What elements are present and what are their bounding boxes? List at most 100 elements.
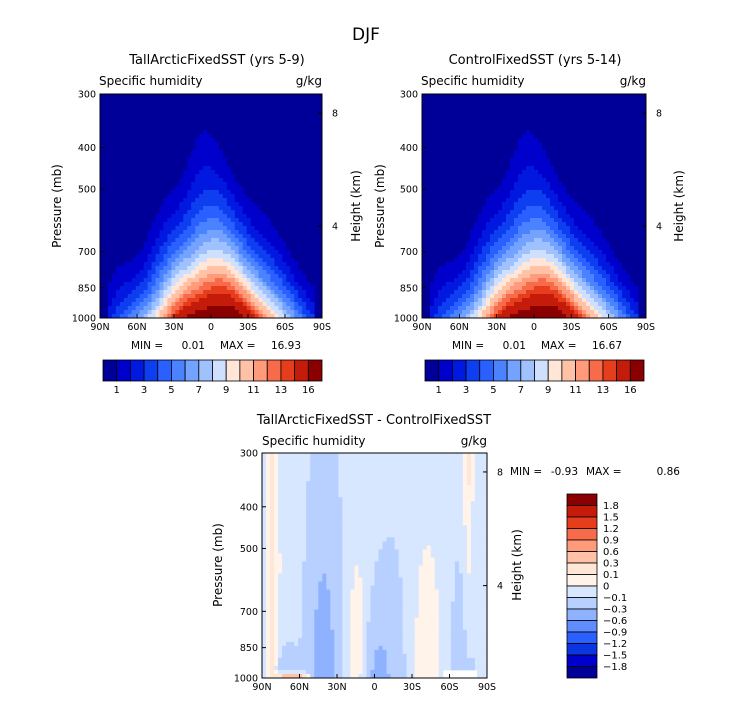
panel_b-cell — [586, 126, 591, 131]
panel_a-cell — [131, 110, 137, 115]
panel_a-cell — [282, 258, 287, 263]
panel_a-cell — [159, 198, 164, 203]
panel_a-cell — [306, 242, 311, 247]
panel_a-cell — [131, 170, 137, 175]
panel_a-cell — [163, 250, 168, 255]
panel_b-cell — [478, 206, 483, 211]
panel_a-cell — [274, 202, 279, 207]
panel_a-cell — [250, 186, 256, 191]
panel_a-cell — [103, 238, 109, 243]
panel_a-cell — [270, 278, 275, 283]
panel_a-cell — [222, 198, 228, 203]
panel_b-cell — [442, 106, 447, 111]
panel_a-cell — [107, 250, 113, 255]
panel_a-cell — [286, 214, 291, 219]
panel_a-cell — [290, 198, 295, 203]
panel_a-cell — [159, 194, 164, 199]
panel_a-cell — [278, 138, 283, 143]
panel_b-cell — [562, 138, 567, 143]
panel_b-cell — [538, 126, 543, 131]
panel_b-cell — [546, 154, 551, 159]
panel_b-cell — [482, 130, 487, 135]
panel_b-cell — [622, 106, 627, 111]
panel_a-colorbar-box — [294, 359, 309, 382]
panel_a-cell — [230, 282, 236, 287]
panel_b-cell — [450, 102, 455, 107]
panel_a-cell — [230, 142, 236, 147]
panel_b-cell — [518, 126, 523, 131]
panel_a-cell — [290, 302, 295, 307]
panel_b-cell — [642, 102, 647, 107]
panel_a-cell — [278, 182, 283, 187]
panel_b-cell — [626, 222, 631, 227]
panel_a-cell — [100, 194, 105, 199]
panel_b-cell — [594, 158, 599, 163]
panel_b-cell — [502, 186, 507, 191]
panel_a-cell — [139, 214, 145, 219]
panel_a-cell — [270, 250, 275, 255]
panel_a-cell — [195, 126, 200, 131]
panel_b-cell — [614, 194, 619, 199]
panel_a-cell — [310, 202, 315, 207]
panel_b-cell — [534, 134, 539, 139]
panel_b-cell — [478, 142, 483, 147]
panel_a-cell — [214, 314, 220, 319]
panel_a-cell — [238, 250, 244, 255]
panel_b-cell — [510, 166, 515, 171]
panel_b-cell — [598, 102, 603, 107]
panel_b-cell — [486, 122, 491, 127]
panel_a-cell — [242, 186, 248, 191]
panel_b-cell — [630, 146, 635, 151]
panel_b-cell — [442, 134, 447, 139]
panel_a-cell — [302, 202, 307, 207]
panel_a-cell — [199, 138, 204, 143]
panel_b-cell — [586, 146, 591, 151]
panel_b-cell — [478, 150, 483, 155]
panel_b-cell — [610, 114, 615, 119]
panel_a-cell — [298, 122, 303, 127]
panel_a-cell — [179, 118, 184, 123]
panel_b-cell — [450, 178, 455, 183]
panel_b-cell — [478, 98, 483, 103]
panel_b-cell — [530, 94, 535, 99]
panel_b-cell — [642, 110, 647, 115]
panel_a-cell — [199, 162, 204, 167]
panel_a-cell — [214, 222, 220, 227]
panel_a-cell — [278, 134, 283, 139]
panel_b-cell — [538, 94, 543, 99]
panel_a-cell — [211, 102, 216, 107]
panel_b-cell — [594, 106, 599, 111]
panel_a-cell — [234, 270, 240, 275]
panel_a-cell — [135, 314, 141, 319]
panel_b-cell — [522, 118, 527, 123]
panel_b-cell — [498, 194, 503, 199]
panel_b-cell — [426, 222, 431, 227]
panel_b-cell — [602, 94, 607, 99]
panel_a-cell — [218, 110, 224, 115]
panel_a-cell — [254, 206, 260, 211]
panel_b-cell — [426, 114, 431, 119]
panel_b-cell — [510, 194, 515, 199]
panel_b-cell — [430, 106, 435, 111]
panel_a-cell — [254, 126, 260, 131]
panel_a-cell — [306, 162, 311, 167]
panel_a-cell — [107, 270, 113, 275]
panel_a-cell — [163, 150, 168, 155]
panel_b-cell — [482, 126, 487, 131]
panel_a-cell — [246, 190, 252, 195]
panel_a-cell — [274, 150, 279, 155]
panel_b-cell — [462, 166, 467, 171]
panel_b-cell — [482, 190, 487, 195]
panel_a-cell — [302, 198, 307, 203]
panel_b-cell — [622, 122, 627, 127]
panel_a-cell — [115, 314, 121, 319]
panel_b-cell — [470, 186, 475, 191]
panel_a-cell — [175, 314, 180, 319]
panel_a-cell — [171, 230, 176, 235]
panel_a-cell — [214, 174, 220, 179]
panel_b-cell — [546, 126, 551, 131]
panel_a-cell — [195, 174, 200, 179]
panel_a-cell — [222, 190, 228, 195]
panel_b-cell — [550, 94, 555, 99]
panel_b-cell — [530, 146, 535, 151]
